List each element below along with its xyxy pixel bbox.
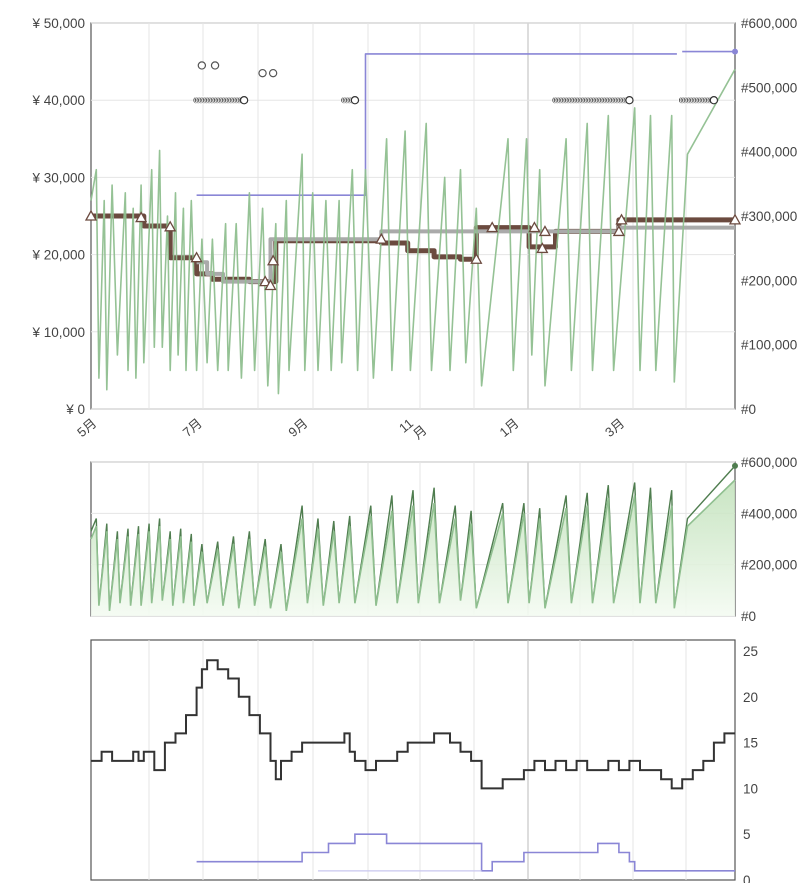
price-marker-circle	[709, 95, 719, 105]
plot-frame	[90, 22, 736, 410]
main-price-panel: ¥ 0 ¥ 10,000 ¥ 20,000 ¥ 30,000 ¥ 40,000 ¥ 50,…	[31, 16, 797, 447]
price-marker-triangle	[135, 211, 148, 223]
right-axis-tick-label: #0	[741, 609, 756, 624]
price-marker-circle	[197, 61, 207, 70]
sales-rank-panel: #0 #200,000 #400,000 #600,000	[90, 455, 797, 624]
price-marker-triangle	[528, 221, 541, 233]
price-marker-triangle	[615, 213, 628, 225]
left-axis-tick-label: ¥ 40,000	[31, 93, 85, 108]
right-axis-tick-label: #100,000	[741, 338, 797, 353]
price-marker-circle	[210, 61, 220, 70]
x-axis-tick-label: 1月	[497, 415, 522, 439]
right-axis-tick-label: #400,000	[741, 506, 797, 521]
rank-area-line	[90, 479, 736, 612]
price-marker-triangle	[486, 221, 499, 233]
left-axis-tick-label: ¥ 10,000	[31, 325, 85, 340]
x-axis-tick-label: 11月	[396, 412, 430, 447]
purple-series-line	[196, 53, 677, 196]
price-marker-triangle	[470, 252, 483, 264]
right-axis-tick-label: #600,000	[741, 455, 797, 470]
right-axis-tick-label: 15	[743, 736, 758, 751]
left-axis-tick-label: ¥ 0	[65, 402, 85, 417]
dark-count-line	[91, 659, 735, 790]
left-axis-tick-label: ¥ 30,000	[31, 170, 85, 185]
price-marker-triangle	[164, 220, 177, 232]
left-axis-tick-label: ¥ 20,000	[31, 248, 85, 263]
price-marker-triangle	[259, 275, 272, 287]
series-end-dot	[732, 48, 738, 55]
price-marker-triangle	[538, 225, 552, 237]
right-axis-tick-label: #600,000	[741, 16, 797, 31]
right-axis-tick-label: #200,000	[741, 273, 797, 288]
offer-count-panel: 0 5 10 15 20 25	[90, 639, 758, 883]
price-marker-triangle	[264, 279, 277, 291]
right-axis-tick-label: #500,000	[741, 80, 797, 95]
right-axis-tick-label: #0	[741, 402, 756, 417]
x-axis-tick-label: 9月	[285, 415, 310, 439]
price-marker-triangle	[84, 209, 98, 221]
plot-frame	[90, 639, 736, 881]
gray_line-series-line	[196, 225, 735, 284]
price-marker-circle	[258, 68, 267, 78]
green-series-line	[90, 68, 736, 395]
price-marker-triangle	[190, 251, 203, 263]
price-marker-triangle	[612, 225, 625, 237]
x-axis-tick-label: 5月	[74, 415, 99, 439]
right-axis-tick-label: 5	[743, 827, 751, 842]
price-marker-circle	[350, 95, 360, 105]
price-marker-triangle	[267, 254, 280, 266]
price-marker-triangle	[375, 232, 388, 244]
x-axis-tick-label: 7月	[180, 415, 205, 439]
right-axis-tick-label: 20	[743, 690, 758, 705]
right-axis-tick-label: #300,000	[741, 209, 797, 224]
right-axis-tick-label: 25	[743, 644, 758, 659]
left-axis-tick-label: ¥ 50,000	[31, 16, 85, 31]
x-axis-tick-label: 3月	[602, 415, 627, 439]
price-marker-triangle	[728, 213, 742, 225]
series-end-dot	[732, 462, 738, 469]
right-axis-tick-label: #200,000	[741, 558, 797, 573]
right-axis-tick-label: 10	[743, 781, 758, 796]
right-axis-tick-label: #400,000	[741, 145, 797, 160]
right-axis-tick-label: 0	[743, 873, 751, 883]
price-marker-triangle	[536, 242, 549, 254]
price-marker-circle	[268, 68, 278, 78]
price-marker-circle	[239, 95, 249, 105]
price-marker-circle	[625, 95, 634, 105]
